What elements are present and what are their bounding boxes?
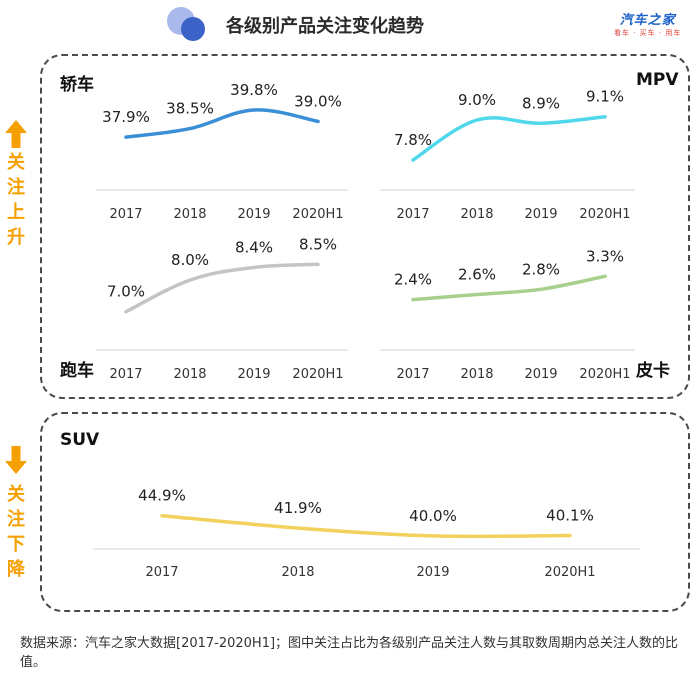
- data-label-suv-1: 41.9%: [274, 499, 322, 517]
- tick-label-sedan-0: 2017: [109, 207, 142, 222]
- data-label-sports-1: 8.0%: [171, 251, 209, 269]
- data-label-suv-3: 40.1%: [546, 506, 594, 524]
- tick-label-sports-2: 2019: [237, 367, 270, 382]
- side-label-down: 关注下降: [7, 484, 25, 580]
- series-line-suv: [160, 513, 572, 539]
- data-label-pickup-3: 3.3%: [586, 247, 624, 265]
- data-label-pickup-1: 2.6%: [458, 265, 496, 283]
- data-label-sports-2: 8.4%: [235, 238, 273, 256]
- data-label-sports-3: 8.5%: [299, 235, 337, 253]
- panel-rising: [40, 54, 690, 399]
- series-line-mpv: [411, 114, 607, 162]
- tick-label-mpv-0: 2017: [396, 207, 429, 222]
- data-label-mpv-1: 9.0%: [458, 91, 496, 109]
- series-line-sedan: [124, 108, 320, 139]
- chart-title-sports: 跑车: [60, 361, 94, 381]
- tick-label-sports-3: 2020H1: [292, 367, 343, 382]
- tick-label-pickup-0: 2017: [396, 367, 429, 382]
- tick-label-suv-1: 2018: [281, 565, 314, 580]
- data-label-suv-0: 44.9%: [138, 487, 186, 505]
- tick-label-sports-1: 2018: [173, 367, 206, 382]
- tick-label-mpv-3: 2020H1: [579, 207, 630, 222]
- tick-label-sedan-1: 2018: [173, 207, 206, 222]
- data-label-pickup-0: 2.4%: [394, 271, 432, 289]
- data-label-sedan-3: 39.0%: [294, 92, 342, 110]
- tick-label-suv-3: 2020H1: [544, 565, 595, 580]
- data-label-pickup-2: 2.8%: [522, 260, 560, 278]
- data-label-sports-0: 7.0%: [107, 283, 145, 301]
- chart-title-mpv: MPV: [636, 70, 679, 90]
- tick-label-pickup-3: 2020H1: [579, 367, 630, 382]
- arrow-down-icon: [5, 446, 27, 474]
- tick-label-pickup-1: 2018: [460, 367, 493, 382]
- data-label-suv-2: 40.0%: [409, 507, 457, 525]
- series-line-pickup: [411, 274, 607, 302]
- chart-title-suv: SUV: [60, 430, 100, 450]
- tick-label-suv-2: 2019: [416, 565, 449, 580]
- data-label-mpv-0: 7.8%: [394, 131, 432, 149]
- tick-label-sports-0: 2017: [109, 367, 142, 382]
- brand-tagline: 看车 · 买车 · 用车: [614, 29, 682, 37]
- brand-logo: 汽车之家 看车 · 买车 · 用车: [614, 9, 681, 38]
- page-title: 各级别产品关注变化趋势: [226, 16, 424, 37]
- tick-label-pickup-2: 2019: [524, 367, 557, 382]
- tick-label-sedan-2: 2019: [237, 207, 270, 222]
- tick-label-mpv-1: 2018: [460, 207, 493, 222]
- chart-title-sedan: 轿车: [60, 75, 94, 95]
- tick-label-sedan-3: 2020H1: [292, 207, 343, 222]
- panel-falling: [40, 412, 690, 612]
- series-line-sports: [124, 262, 320, 314]
- data-label-sedan-2: 39.8%: [230, 81, 278, 99]
- chart-title-pickup: 皮卡: [636, 361, 670, 381]
- data-label-mpv-2: 8.9%: [522, 94, 560, 112]
- footnote: 数据来源：汽车之家大数据[2017-2020H1]；图中关注占比为各级别产品关注…: [20, 636, 679, 670]
- title-logo-circle-dark: [181, 17, 205, 41]
- data-label-sedan-1: 38.5%: [166, 100, 214, 118]
- brand-name: 汽车之家: [619, 13, 676, 28]
- tick-label-suv-0: 2017: [145, 565, 178, 580]
- data-label-mpv-3: 9.1%: [586, 88, 624, 106]
- side-label-up: 关注上升: [7, 152, 25, 248]
- arrow-up-icon: [5, 120, 27, 148]
- data-label-sedan-0: 37.9%: [102, 108, 150, 126]
- tick-label-mpv-2: 2019: [524, 207, 557, 222]
